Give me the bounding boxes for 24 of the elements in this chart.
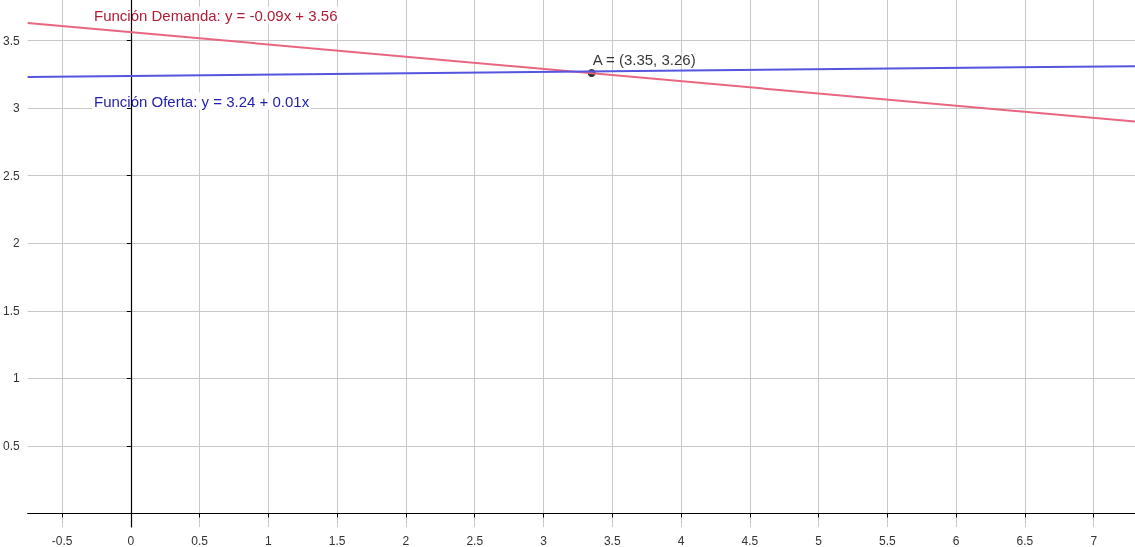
y-tick-label: 2 [12, 236, 20, 251]
data-label: A = (3.35, 3.26) [592, 51, 696, 69]
y-tick-label: 2.5 [2, 168, 20, 183]
y-tick-label: 3 [12, 101, 20, 116]
x-tick-label: 0.5 [191, 534, 209, 547]
x-tick-label: 7 [1090, 534, 1098, 547]
x-tick-label: 6.5 [1016, 534, 1034, 547]
x-tick-label: 2.5 [466, 534, 484, 547]
x-tick-label: -0.5 [51, 534, 73, 547]
x-tick-label: 2 [402, 534, 410, 547]
x-tick-label: 1.5 [328, 534, 346, 547]
x-tick-label: 3.5 [603, 534, 621, 547]
x-tick-label: 5 [815, 534, 823, 547]
x-tick-label: 5.5 [879, 534, 897, 547]
y-tick-label: 0.5 [2, 438, 20, 453]
y-tick-label: 1.5 [2, 303, 20, 318]
x-tick-label: 3 [540, 534, 548, 547]
x-tick-label: 0 [127, 534, 135, 547]
y-tick-label: 3.5 [2, 33, 20, 48]
y-tick-label: 1 [12, 371, 20, 386]
x-tick-label: 1 [265, 534, 273, 547]
x-tick-label: 4 [677, 534, 685, 547]
x-tick-label: 4.5 [741, 534, 759, 547]
x-tick-label: 6 [952, 534, 960, 547]
